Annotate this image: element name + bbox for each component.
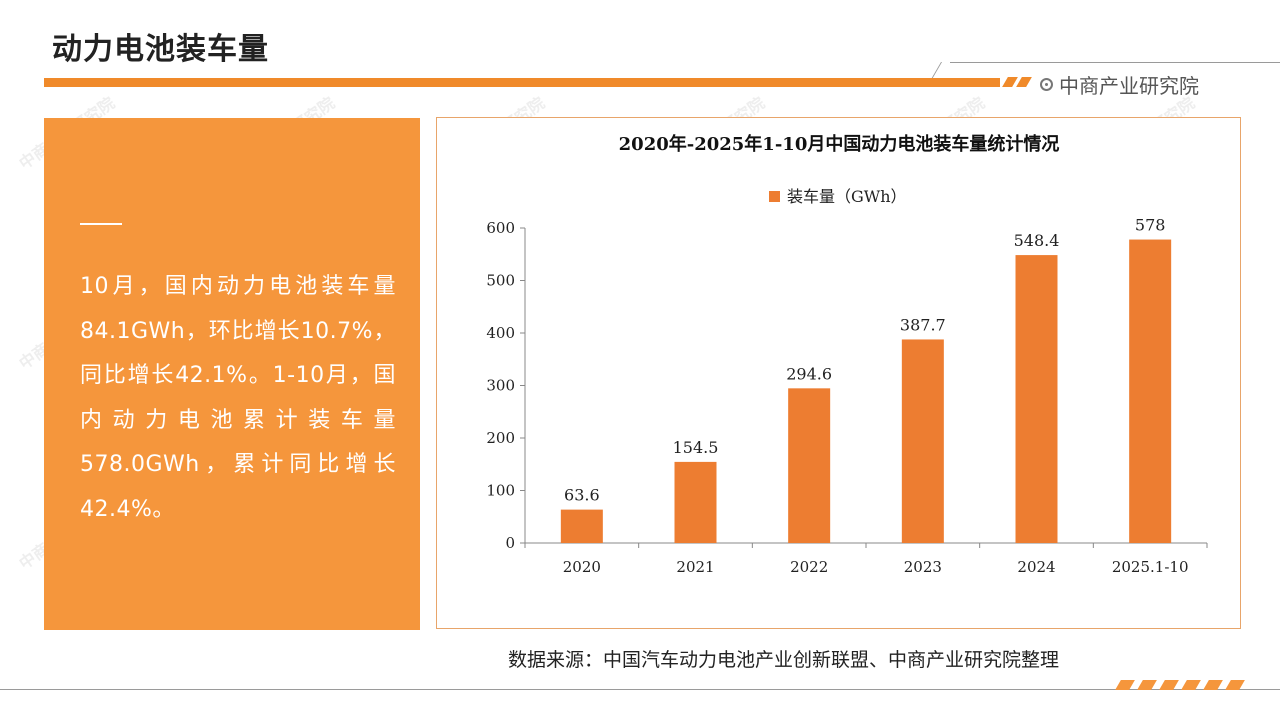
x-tick-label: 2020 (563, 558, 601, 576)
x-tick-label: 2022 (790, 558, 828, 576)
summary-panel: 10月，国内动力电池装车量84.1GWh，环比增长10.7%，同比增长42.1%… (44, 118, 420, 630)
bar (674, 461, 717, 543)
data-label: 578 (1135, 216, 1166, 235)
title-accent-bar (44, 78, 1000, 87)
data-label: 387.7 (900, 315, 946, 334)
page-title: 动力电池装车量 (52, 32, 269, 67)
bar (560, 509, 603, 543)
bar (901, 339, 944, 543)
data-label: 63.6 (564, 486, 600, 505)
bar (1015, 255, 1058, 543)
data-label: 154.5 (673, 438, 719, 457)
y-tick-label: 0 (505, 534, 515, 552)
legend-swatch (769, 191, 780, 202)
x-tick-label: 2021 (676, 558, 714, 576)
data-label: 548.4 (1014, 231, 1060, 250)
x-tick-label: 2025.1-10 (1112, 558, 1189, 576)
y-tick-label: 600 (486, 219, 515, 237)
data-label: 294.6 (786, 364, 832, 383)
brand-name: 中商产业研究院 (1059, 73, 1199, 98)
bar (788, 388, 831, 543)
brand-logo: 中商产业研究院 (1040, 70, 1199, 98)
x-tick-label: 2024 (1017, 558, 1055, 576)
summary-text: 10月，国内动力电池装车量84.1GWh，环比增长10.7%，同比增长42.1%… (80, 274, 396, 522)
y-tick-label: 100 (486, 482, 515, 500)
target-icon (1040, 77, 1053, 91)
footer-divider (0, 689, 1280, 690)
chart-panel: 2020年-2025年1-10月中国动力电池装车量统计情况装车量（GWh） 0 10… (436, 117, 1241, 629)
source-note: 数据来源：中国汽车动力电池产业创新联盟、中商产业研究院整理 (508, 649, 1060, 671)
x-tick-label: 2023 (904, 558, 942, 576)
chart-title: 2020年-2025年1-10月中国动力电池装车量统计情况 (619, 133, 1060, 155)
y-tick-label: 400 (486, 324, 515, 342)
summary-divider (80, 223, 122, 225)
y-tick-label: 500 (486, 272, 515, 290)
y-tick-label: 200 (486, 429, 515, 447)
legend-label: 装车量（GWh） (787, 187, 907, 206)
y-tick-label: 300 (486, 377, 515, 395)
header-divider-slant (931, 62, 942, 78)
stripe-decoration (1016, 77, 1032, 87)
bar (1129, 239, 1172, 544)
header-divider-line (950, 62, 1280, 63)
